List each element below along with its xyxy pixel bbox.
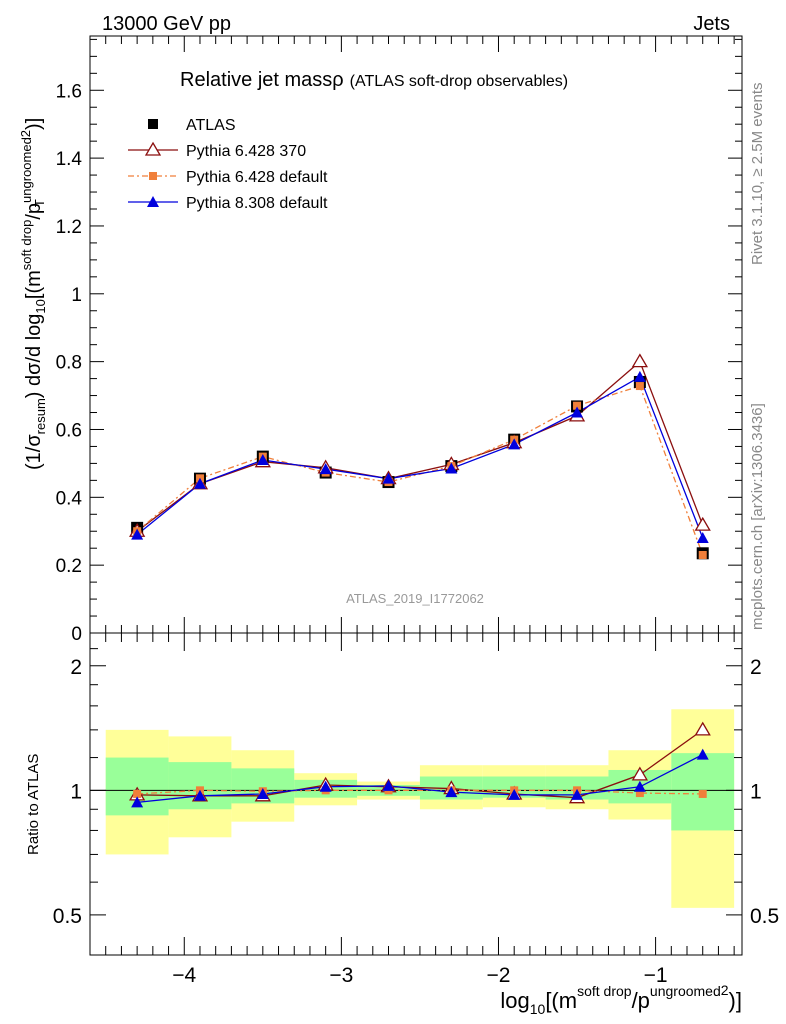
ratio-band-green bbox=[168, 762, 232, 810]
ratio-xlabel: log10[(msoft drop/pungroomed2)] bbox=[500, 982, 742, 1017]
main-point-pythia8 bbox=[319, 463, 332, 475]
legend-marker-pythia8 bbox=[147, 196, 159, 207]
legend-entry-pythia8: Pythia 8.308 default bbox=[128, 195, 328, 212]
ratio-series-layer bbox=[129, 721, 711, 808]
main-series-layer bbox=[129, 353, 711, 560]
ratio-y-tick-label: 2 bbox=[70, 656, 82, 679]
ratio-x-tick-label: −3 bbox=[329, 964, 353, 987]
main-y-tick-label: 1.4 bbox=[56, 149, 83, 170]
legend-label-pythia6-default: Pythia 6.428 default bbox=[186, 169, 328, 186]
main-point-pythia8 bbox=[256, 454, 269, 466]
ratio-point-pythia8 bbox=[633, 780, 646, 792]
ratio-point-pythia8 bbox=[571, 788, 584, 800]
main-y-tick-label: 1.6 bbox=[56, 81, 82, 102]
legend-entry-pythia6-370: Pythia 6.428 370 bbox=[128, 141, 306, 160]
legend-marker-pythia6-default bbox=[149, 172, 157, 180]
ratio-y-tick-label: 0.5 bbox=[53, 905, 82, 928]
main-ylabel: (1/σresum) dσ/d log10[(msoft drop/pungro… bbox=[18, 118, 48, 470]
main-title: Relative jet massρ (ATLAS soft-drop obser… bbox=[180, 69, 568, 91]
main-point-pythia8 bbox=[131, 528, 144, 540]
legend-label-pythia8: Pythia 8.308 default bbox=[186, 195, 328, 212]
main-point-pythia8 bbox=[571, 406, 584, 418]
main-point-pythia6-370 bbox=[631, 353, 649, 368]
ratio-point-pythia6-370 bbox=[631, 766, 649, 781]
legend: ATLAS Pythia 6.428 370 Pythia 6.428 defa… bbox=[128, 117, 328, 212]
main-point-pythia6-370 bbox=[694, 516, 711, 531]
ratio-point-pythia6-default bbox=[635, 789, 644, 798]
main-y-tick-label: 1.2 bbox=[56, 217, 82, 238]
ratio-line-pythia6-default bbox=[137, 789, 703, 795]
legend-label-pythia6-370: Pythia 6.428 370 bbox=[186, 143, 306, 160]
main-line-pythia6-370 bbox=[136, 360, 704, 532]
ratio-y-tick-label-right: 2 bbox=[750, 656, 762, 679]
main-y-tick-label: 0 bbox=[71, 624, 82, 645]
main-line-pythia8 bbox=[136, 375, 704, 539]
ratio-line-pythia8 bbox=[137, 754, 704, 804]
ratio-x-tick-label: −4 bbox=[172, 964, 196, 987]
main-y-tick-label: 0.4 bbox=[56, 488, 83, 509]
main-y-tick-label: 0.6 bbox=[56, 420, 82, 441]
main-line-pythia6-default bbox=[136, 385, 704, 556]
ratio-x-tick-label: −1 bbox=[644, 964, 668, 987]
main-point-pythia8 bbox=[193, 477, 206, 489]
main-point-pythia8 bbox=[508, 438, 521, 450]
main-point-pythia6-default bbox=[698, 550, 707, 559]
main-point-pythia6-default bbox=[573, 401, 582, 410]
main-y-tick-label: 0.8 bbox=[56, 353, 82, 374]
ratio-point-pythia6-default bbox=[698, 789, 707, 798]
legend-entry-pythia6-default: Pythia 6.428 default bbox=[128, 169, 328, 186]
ratio-point-pythia6-default bbox=[133, 789, 142, 798]
rivet-label: Rivet 3.1.10, ≥ 2.5M events bbox=[749, 83, 766, 266]
ratio-frame bbox=[89, 632, 743, 956]
ratio-x-tick-label: −2 bbox=[487, 964, 511, 987]
ratio-y-tick-label: 1 bbox=[70, 780, 82, 803]
main-point-pythia8 bbox=[696, 532, 709, 544]
ratio-point-pythia8 bbox=[193, 789, 206, 801]
ratio-point-pythia8 bbox=[131, 796, 144, 808]
ratio-point-pythia6-370 bbox=[694, 721, 711, 736]
legend-marker-pythia6-370 bbox=[144, 141, 162, 156]
ratio-y-tick-label-right: 0.5 bbox=[750, 905, 779, 928]
analysis-id-label: ATLAS_2019_I1772062 bbox=[346, 591, 484, 606]
main-y-tick-label: 0.2 bbox=[56, 556, 82, 577]
main-point-pythia6-default bbox=[635, 382, 644, 391]
header-process-label: Jets bbox=[693, 13, 730, 35]
header-energy-label: 13000 GeV pp bbox=[102, 13, 231, 35]
main-panel: 0 0.2 0.4 0.6 0.8 1 1.2 1.4 1.6 Relative jet mas… bbox=[18, 35, 743, 645]
ratio-ylabel: Ratio to ATLAS bbox=[25, 754, 42, 855]
main-point-pythia8 bbox=[445, 462, 458, 474]
legend-marker-atlas bbox=[148, 119, 158, 129]
legend-entry-atlas: ATLAS bbox=[148, 117, 236, 134]
ratio-axes: 0.5 0.5 1 1 2 2 −4 −3 −2 −1 bbox=[53, 633, 779, 987]
ratio-point-pythia8 bbox=[696, 748, 709, 760]
main-y-tick-label: 1 bbox=[71, 285, 82, 306]
mcplots-label: mcplots.cern.ch [arXiv:1306.3436] bbox=[749, 403, 766, 630]
ratio-panel: 0.5 0.5 1 1 2 2 −4 −3 −2 −1 Ratio to ATLAS log10[… bbox=[25, 632, 779, 1017]
ratio-point-pythia8 bbox=[508, 788, 521, 800]
ratio-bands bbox=[90, 709, 742, 908]
ratio-point-pythia8 bbox=[445, 786, 458, 798]
legend-label-atlas: ATLAS bbox=[186, 117, 236, 134]
main-point-pythia8 bbox=[382, 472, 395, 484]
ratio-point-pythia8 bbox=[382, 779, 395, 791]
main-point-pythia8 bbox=[633, 370, 646, 382]
ratio-point-pythia8 bbox=[256, 787, 269, 799]
ratio-point-pythia8 bbox=[319, 780, 332, 792]
main-axes: 0 0.2 0.4 0.6 0.8 1 1.2 1.4 1.6 bbox=[56, 36, 742, 645]
ratio-line-pythia6-370 bbox=[137, 729, 704, 799]
ratio-y-tick-label-right: 1 bbox=[750, 780, 762, 803]
